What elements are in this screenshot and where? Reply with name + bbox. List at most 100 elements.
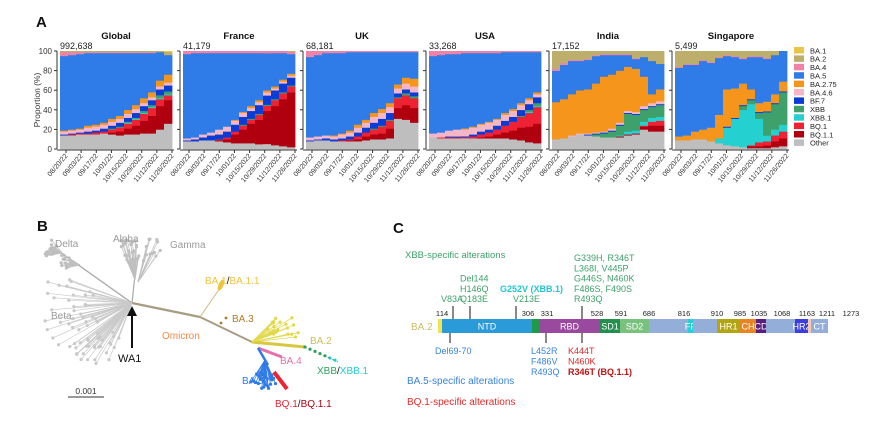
stack-segment-xbb	[239, 124, 248, 126]
stack-segment-xbb	[600, 133, 609, 138]
stack-segment-bq-1-1	[779, 138, 788, 147]
tip	[85, 323, 89, 328]
stack-segment-ba-4	[755, 55, 764, 58]
stack-segment-ba-4-6	[215, 129, 224, 135]
stack-segment-ba-4-6	[108, 121, 117, 126]
stack-segment-ba-2-75	[386, 102, 395, 108]
stack-segment-ba-5	[493, 52, 502, 119]
stack-segment-xbb	[386, 119, 395, 121]
tip	[43, 319, 47, 323]
xbb-mutation: Q183E	[460, 294, 488, 304]
stack-segment-ba-4	[731, 55, 740, 58]
legend-swatch	[794, 72, 804, 79]
branch	[68, 299, 133, 304]
stack-segment-bq-1-1	[394, 107, 403, 119]
stack-segment-ba-2-75	[525, 98, 534, 101]
branch-ba2-main	[251, 340, 306, 349]
tip	[98, 344, 103, 349]
stack-segment-ba-5	[755, 56, 764, 104]
stack-segment-ba-4	[445, 51, 454, 55]
branch	[85, 302, 133, 305]
stack-segment-bf-7	[287, 77, 296, 86]
tip	[127, 252, 131, 256]
stack-segment-other	[739, 147, 748, 150]
stack-segment-other	[255, 144, 264, 150]
domain-segment	[693, 319, 717, 333]
stack-segment-other	[124, 134, 133, 150]
stack-segment-ba-5	[632, 58, 641, 69]
stack-segment-xbb	[656, 104, 665, 117]
stack-segment-bq-1	[477, 134, 486, 138]
stack-segment-ba-4-6	[477, 124, 486, 132]
stack-segment-bq-1	[640, 125, 649, 127]
stack-segment-ba-4	[231, 51, 240, 54]
domain-label: HR1	[719, 322, 737, 332]
stack-segment-xbb-1	[148, 106, 157, 109]
tip-ba3	[219, 321, 223, 325]
stack-segment-ba-4-6	[271, 88, 280, 91]
tree-label-alpha: Alpha	[113, 234, 139, 245]
stack-segment-other	[445, 138, 454, 150]
tip	[44, 250, 48, 255]
tip	[95, 331, 100, 336]
xbb-title: XBB-specific alterations	[405, 250, 506, 261]
tree-label-gamma: Gamma	[170, 240, 206, 251]
stack-segment-ba-2-75	[76, 128, 85, 130]
stack-segment-ba-2-75	[755, 102, 764, 113]
stack-segment-ba-2-75	[584, 89, 593, 134]
stack-segment-ba-5	[100, 52, 109, 123]
tip	[158, 248, 162, 253]
stack-segment-bf-7	[140, 105, 149, 112]
legend-swatch	[794, 97, 804, 104]
wa1-arrow-head	[127, 306, 137, 316]
stack-segment-ba-4	[453, 51, 462, 55]
tip	[49, 238, 54, 242]
stack-segment-ba-4-6	[608, 128, 617, 131]
tip	[58, 320, 63, 324]
stack-segment-ba-2-75	[517, 102, 526, 106]
tip	[254, 372, 259, 376]
stack-segment-ba-5	[584, 59, 593, 90]
stack-segment-ba-4	[271, 51, 280, 54]
stack-segment-bq-1	[370, 129, 379, 135]
position-number: 910	[711, 309, 724, 318]
stack-segment-ba-2-75	[247, 105, 256, 109]
branch	[121, 246, 136, 281]
stack-segment-ba-2-75	[116, 115, 125, 119]
stack-segment-ba-4	[263, 51, 272, 54]
stack-segment-bq-1	[231, 131, 240, 135]
stack-segment-other	[271, 145, 280, 150]
stack-segment-ba-4-6	[68, 130, 77, 134]
branch	[304, 346, 339, 363]
stack-segment-ba-5	[191, 52, 200, 138]
stack-segment-other	[156, 129, 165, 150]
position-number: 686	[643, 309, 656, 318]
stack-segment-ba-2-75	[469, 126, 478, 128]
domain-rbd	[539, 319, 600, 333]
stack-segment-other	[100, 133, 109, 150]
stack-segment-ba-2-75	[287, 73, 296, 76]
tree-label-compound: BQ.1/BQ.1.1	[275, 399, 332, 410]
tip	[133, 239, 138, 243]
stack-segment-bf-7	[191, 139, 200, 142]
tip	[333, 358, 337, 362]
stack-segment-ba-4	[68, 51, 77, 56]
tip	[93, 358, 97, 362]
stack-segment-bf-7	[616, 124, 625, 126]
stack-segment-bf-7	[485, 129, 494, 133]
stack-segment-ba-4-6	[100, 124, 109, 129]
stack-segment-other	[330, 141, 339, 150]
stack-segment-bf-7	[239, 116, 248, 125]
stack-segment-ba-5	[199, 52, 208, 135]
stack-segment-xbb-1	[763, 135, 772, 142]
tip	[112, 345, 116, 350]
stack-segment-bq-1	[108, 129, 117, 133]
tip	[71, 316, 75, 321]
stack-segment-ba-4-6	[509, 110, 518, 117]
subplot-singapore: Singapore5,49908/20/2209/03/2209/17/2210…	[662, 31, 791, 184]
stack-segment-bq-1	[525, 112, 534, 127]
stack-segment-xbb-1	[640, 121, 649, 126]
domain-ct	[811, 319, 828, 333]
domain-label: SD1	[601, 322, 619, 332]
stack-segment-ba-2-75	[402, 77, 411, 84]
